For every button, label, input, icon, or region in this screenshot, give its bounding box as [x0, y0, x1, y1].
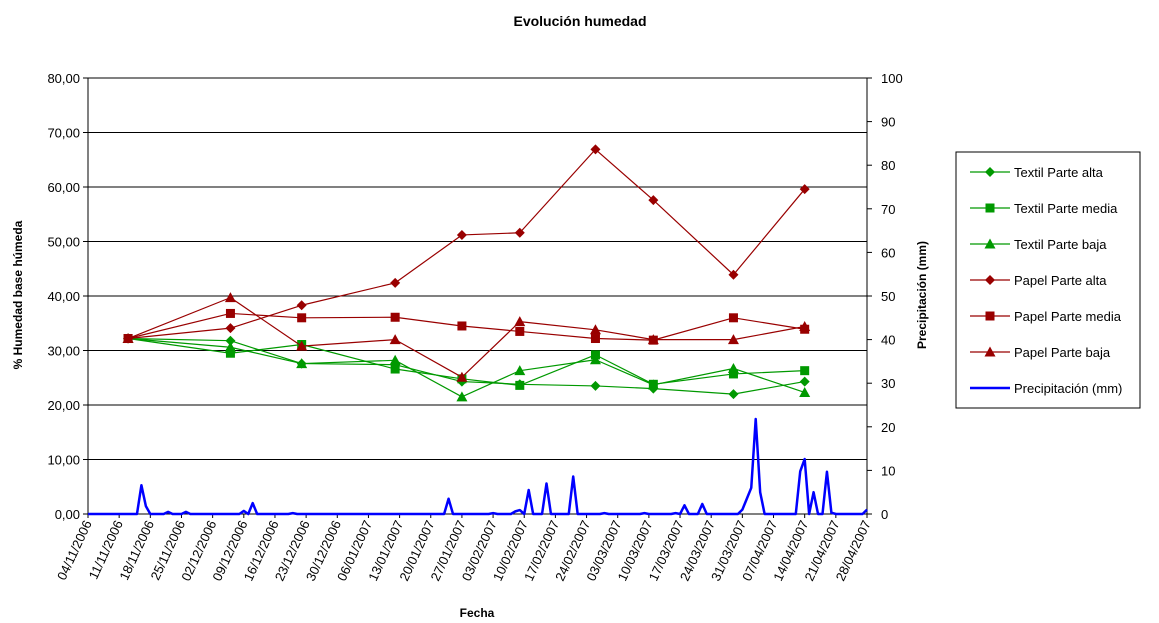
y-left-tick-label: 0,00: [55, 507, 80, 522]
data-point-papel-parte-media: [297, 313, 307, 323]
y-right-tick-label: 0: [881, 507, 888, 522]
y-right-tick-label: 60: [881, 245, 895, 260]
y-left-tick-label: 40,00: [47, 289, 80, 304]
data-point-textil-parte-baja: [727, 362, 739, 373]
data-point-papel-parte-baja: [647, 334, 659, 345]
data-point-papel-parte-media: [457, 321, 467, 331]
y-left-tick-label: 60,00: [47, 180, 80, 195]
gridlines: [88, 77, 867, 460]
data-point-textil-parte-media: [728, 369, 738, 379]
y-right-tick-label: 20: [881, 420, 895, 435]
legend-label-precipitacion-mm: Precipitación (mm): [1014, 381, 1122, 396]
legend-label-textil-parte-media: Textil Parte media: [1014, 201, 1118, 216]
data-point-papel-parte-baja: [589, 324, 601, 335]
series-line-papel-parte-media: [127, 312, 805, 341]
series-line-papel-parte-alta: [127, 148, 806, 340]
series-line-textil-parte-alta: [128, 337, 805, 395]
data-point-textil-parte-alta: [590, 380, 601, 391]
y-right-tick-label: 50: [881, 289, 895, 304]
y-left-tick-label: 20,00: [47, 398, 80, 413]
data-point-textil-parte-baja: [456, 391, 468, 402]
data-point-papel-parte-alta: [225, 323, 236, 334]
data-point-papel-parte-baja: [122, 333, 134, 344]
data-point-papel-parte-media: [515, 326, 525, 336]
data-point-papel-parte-baja: [514, 316, 526, 327]
y-left-tick-label: 30,00: [47, 344, 80, 359]
legend-marker-textil-parte-media: [985, 203, 995, 213]
data-point-papel-parte-alta: [296, 300, 307, 311]
data-point-textil-parte-media: [800, 366, 810, 376]
data-point-papel-parte-media: [728, 313, 738, 323]
data-point-papel-parte-media: [590, 334, 600, 344]
series-line-papel-parte-baja: [127, 297, 805, 378]
data-point-textil-parte-alta: [799, 376, 810, 387]
legend: Textil Parte alta Textil Parte media Texti…: [955, 151, 1141, 409]
y-axis-right-title: Precipitación (mm): [915, 241, 929, 349]
data-point-textil-parte-baja: [296, 358, 308, 369]
legend-label-textil-parte-baja: Textil Parte baja: [1014, 237, 1107, 252]
data-point-papel-parte-baja: [389, 334, 401, 345]
y-right-tick-label: 10: [881, 463, 895, 478]
data-point-textil-parte-baja: [647, 379, 659, 390]
data-point-papel-parte-baja: [224, 292, 236, 303]
data-point-papel-parte-alta: [728, 269, 739, 280]
legend-marker-papel-parte-media: [985, 311, 995, 321]
data-point-textil-parte-alta: [728, 389, 739, 400]
legend-label-papel-parte-alta: Papel Parte alta: [1014, 273, 1107, 288]
series-line-textil-parte-media: [127, 337, 805, 386]
series: [88, 144, 868, 516]
y-right-tick-label: 40: [881, 333, 895, 348]
data-point-textil-parte-alta: [225, 335, 236, 346]
legend-label-papel-parte-baja: Papel Parte baja: [1014, 345, 1111, 360]
y-left-tick-label: 70,00: [47, 126, 80, 141]
data-point-textil-parte-media: [515, 380, 525, 390]
data-point-papel-parte-alta: [514, 227, 525, 238]
data-point-textil-parte-media: [390, 364, 400, 374]
y-left-tick-label: 50,00: [47, 235, 80, 250]
data-point-papel-parte-alta: [648, 195, 659, 206]
y-right-tick-label: 70: [881, 202, 895, 217]
y-right-tick-label: 30: [881, 376, 895, 391]
legend-marker-papel-parte-baja: [984, 346, 996, 357]
legend-marker-textil-parte-baja: [984, 238, 996, 249]
y-axis-left-title: % Humedad base húmeda: [11, 220, 25, 369]
legend-marker-papel-parte-alta: [985, 275, 995, 285]
legend-label-textil-parte-alta: Textil Parte alta: [1014, 165, 1104, 180]
data-point-papel-parte-baja: [296, 340, 308, 351]
y-right-tick-label: 100: [881, 71, 903, 86]
series-line-precipitacion-mm: [88, 417, 868, 516]
data-point-textil-parte-baja: [589, 354, 601, 365]
data-point-papel-parte-baja: [799, 321, 811, 332]
data-point-papel-parte-media: [225, 308, 235, 318]
data-point-papel-parte-alta: [456, 229, 467, 240]
data-point-papel-parte-alta: [799, 184, 810, 195]
series-line-textil-parte-baja: [128, 337, 805, 398]
data-point-textil-parte-baja: [224, 341, 236, 352]
y-right-tick-label: 90: [881, 115, 895, 130]
data-point-papel-parte-baja: [456, 371, 468, 382]
legend-label-papel-parte-media: Papel Parte media: [1014, 309, 1122, 324]
data-point-papel-parte-alta: [590, 144, 601, 155]
chart-title: Evolución humedad: [513, 13, 646, 29]
x-axis-title: Fecha: [460, 606, 495, 620]
legend-marker-textil-parte-alta: [985, 167, 995, 177]
y-right-tick-label: 80: [881, 158, 895, 173]
y-left-tick-label: 80,00: [47, 71, 80, 86]
data-point-textil-parte-baja: [799, 386, 811, 397]
data-point-textil-parte-baja: [514, 365, 526, 376]
data-point-papel-parte-alta: [390, 277, 401, 288]
y-left-tick-label: 10,00: [47, 453, 80, 468]
data-point-papel-parte-baja: [727, 334, 739, 345]
data-point-textil-parte-media: [225, 348, 235, 358]
data-point-papel-parte-media: [390, 312, 400, 322]
data-point-textil-parte-baja: [389, 354, 401, 365]
